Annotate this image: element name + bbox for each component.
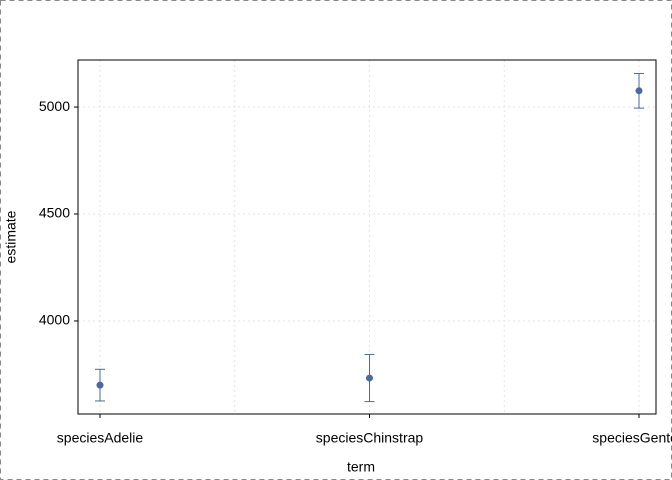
- point: [366, 374, 373, 382]
- point: [96, 381, 104, 389]
- y-tick-label: 5000: [39, 98, 70, 114]
- x-tick-label: speciesAdelie: [57, 430, 144, 446]
- point: [635, 87, 643, 95]
- y-tick-label: 4000: [39, 312, 70, 328]
- y-tick-label: 4500: [39, 205, 70, 221]
- y-axis-label: estimate: [3, 210, 19, 263]
- x-tick-label: speciesGentoo: [592, 430, 672, 446]
- x-axis-label: term: [347, 459, 375, 475]
- plot-frame: [77, 59, 657, 415]
- x-tick-label: speciesChinstrap: [316, 430, 424, 446]
